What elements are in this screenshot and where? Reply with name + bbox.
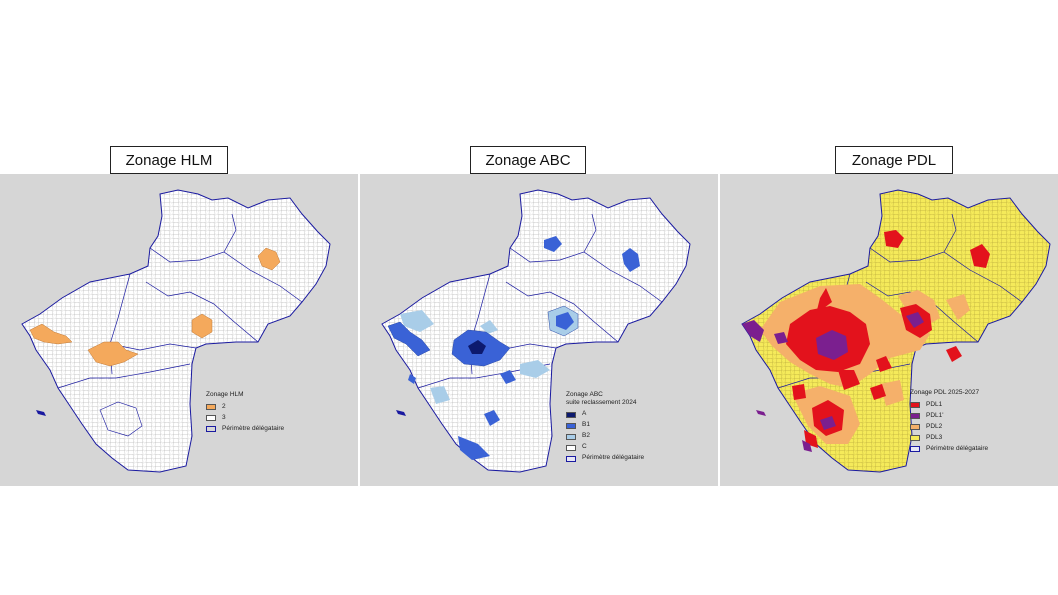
legend-item-b1: B1 [566, 420, 644, 431]
legend-item-perimeter: Périmètre délégataire [566, 453, 644, 464]
region-shape [21, 189, 331, 473]
region-map-hlm [21, 189, 331, 473]
map-panel-hlm: Zonage HLM 2 3 Périmètre délégataire [0, 174, 358, 486]
island [36, 410, 46, 416]
legend-label: Périmètre délégataire [582, 454, 645, 462]
legend-item-c: C [566, 442, 644, 453]
legend-item-pdl1prime: PDL1' [910, 411, 988, 422]
legend-label: PDL1' [926, 411, 944, 419]
legend-item-b2: B2 [566, 431, 644, 442]
legend-swatch [566, 422, 576, 429]
legend-item-pdl3: PDL3 [910, 433, 988, 444]
legend-item-perimeter: Périmètre délégataire [910, 444, 988, 455]
legend-title: Zonage PDL 2025-2027 [910, 389, 980, 396]
map-title-pdl: Zonage PDL [835, 146, 953, 174]
legend-swatch [910, 413, 920, 419]
map-panel-abc: Zonage ABC suite reclassement 2024 A B1 … [360, 174, 718, 486]
legend-label: C [582, 443, 587, 451]
zone-a-area [468, 340, 486, 354]
legend-swatch [910, 402, 920, 408]
legend-label: 2 [222, 402, 226, 410]
legend-label: PDL2 [926, 422, 943, 430]
legend-item-3: 3 [206, 413, 284, 424]
legend-pdl: Zonage PDL 2025-2027 PDL1 PDL1' PDL2 PDL… [910, 389, 988, 455]
legend-swatch [910, 424, 920, 430]
legend-item-pdl1: PDL1 [910, 400, 988, 411]
legend-label: A [582, 410, 587, 418]
legend-item-a: A [566, 409, 644, 420]
legend-label: B2 [582, 432, 590, 440]
legend-subtitle: suite reclassement 2024 [566, 398, 637, 406]
region-map-abc [381, 189, 691, 473]
legend-swatch [910, 435, 920, 441]
map-title-hlm: Zonage HLM [110, 146, 228, 174]
legend-title: Zonage ABC [566, 391, 603, 398]
legend-hlm: Zonage HLM 2 3 Périmètre délégataire [206, 391, 284, 435]
legend-label: PDL1 [926, 400, 943, 408]
map-title-abc: Zonage ABC [470, 146, 586, 174]
legend-label: PDL3 [926, 433, 943, 441]
legend-label: B1 [582, 421, 590, 429]
legend-swatch [206, 426, 216, 432]
island [756, 410, 766, 416]
legend-label: Périmètre délégataire [926, 444, 989, 452]
legend-swatch [566, 411, 576, 418]
region-map-pdl [741, 189, 1051, 473]
map-panel-pdl: Zonage PDL 2025-2027 PDL1 PDL1' PDL2 PDL… [720, 174, 1058, 486]
legend-swatch [206, 404, 216, 410]
island [396, 410, 406, 416]
legend-title: Zonage HLM [206, 391, 244, 398]
zone-2-areas [29, 247, 281, 367]
legend-abc: Zonage ABC suite reclassement 2024 A B1 … [566, 391, 644, 464]
legend-item-2: 2 [206, 402, 284, 413]
legend-swatch [910, 446, 920, 452]
region-shape [381, 189, 691, 473]
legend-label: Périmètre délégataire [222, 424, 285, 432]
zone-b2-areas [400, 310, 550, 404]
legend-label: 3 [222, 413, 226, 421]
legend-item-perimeter: Périmètre délégataire [206, 424, 284, 435]
legend-item-pdl2: PDL2 [910, 422, 988, 433]
zone-pdl1prime-areas [742, 312, 924, 452]
zone-b1-areas [387, 236, 640, 460]
legend-swatch [566, 455, 576, 462]
legend-swatch [566, 444, 576, 451]
legend-swatch [566, 433, 576, 440]
legend-swatch [206, 415, 216, 421]
